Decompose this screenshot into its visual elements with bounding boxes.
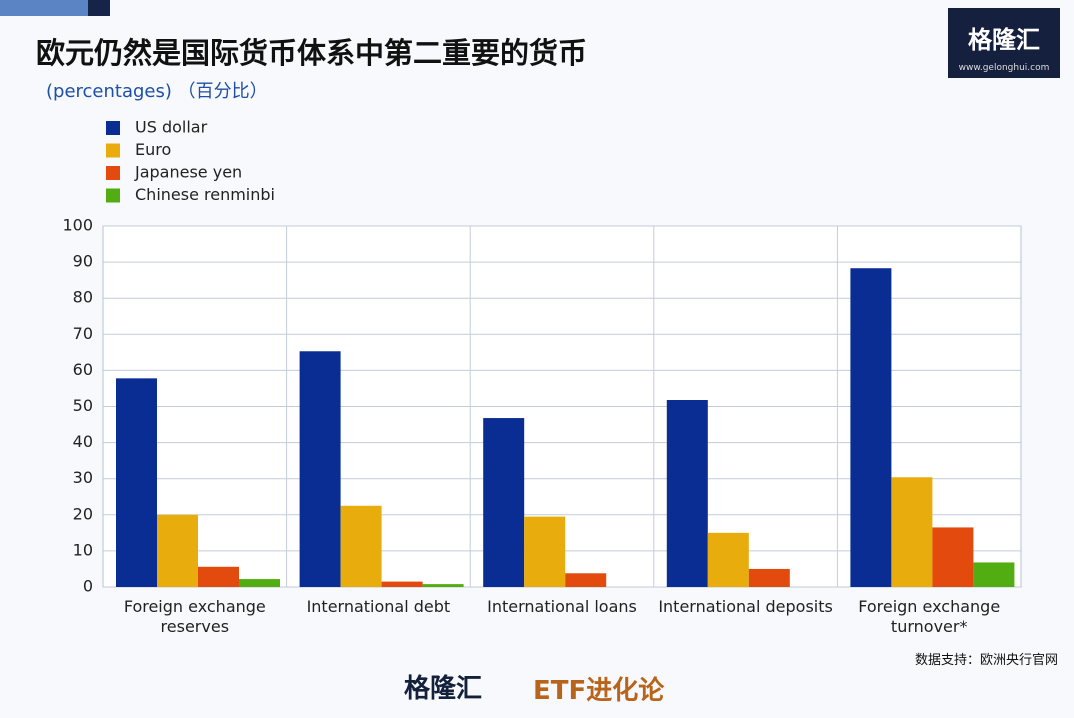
legend-swatch [106, 188, 120, 203]
bar [157, 514, 198, 587]
logo-name: 格隆汇 [968, 26, 1040, 54]
legend-swatch [106, 121, 120, 135]
bar [299, 351, 341, 587]
y-tick-label: 70 [73, 324, 93, 343]
logo-url: www.gelonghui.com [958, 63, 1050, 73]
legend-label: Euro [135, 140, 171, 159]
x-tick-label: Foreign exchange reserves [123, 597, 266, 636]
bar [239, 579, 280, 587]
y-tick-label: 90 [73, 252, 93, 271]
logo: 格隆汇 www.gelonghui.com [948, 8, 1060, 78]
x-tick-label: International loans [487, 597, 637, 616]
legend-label: US dollar [135, 118, 208, 137]
bar [198, 566, 239, 587]
bar [565, 573, 607, 587]
footer-brand: 格隆汇 [404, 674, 483, 704]
bar [932, 527, 974, 587]
x-tick-label: Foreign exchange turnover* [858, 597, 1001, 636]
bar [973, 562, 1015, 587]
corner-bar [0, 0, 88, 16]
y-tick-label: 30 [73, 468, 93, 487]
bar [116, 378, 157, 587]
bar [666, 400, 708, 587]
source: 数据支持：欧洲央行官网 [914, 653, 1058, 668]
x-tick-label: International debt [306, 597, 451, 616]
footer-column: ETF进化论 [533, 676, 665, 706]
subtitle: (percentages) （百分比） [46, 81, 268, 102]
y-tick-label: 100 [62, 216, 93, 235]
y-tick-label: 60 [73, 360, 93, 379]
bar [340, 505, 382, 587]
y-tick-label: 40 [73, 432, 93, 451]
bar [422, 584, 464, 587]
x-tick-label: International deposits [658, 597, 833, 616]
bar [524, 516, 566, 587]
legend-swatch [106, 143, 120, 158]
y-tick-label: 20 [73, 504, 93, 523]
chart-title: 欧元仍然是国际货币体系中第二重要的货币 [36, 36, 588, 70]
y-tick-label: 50 [73, 396, 93, 415]
bar [891, 477, 933, 587]
y-tick-label: 0 [83, 577, 93, 596]
bar [850, 268, 892, 587]
bar [748, 568, 790, 587]
bar [483, 418, 525, 587]
bar [707, 532, 749, 587]
legend-label: Chinese renminbi [135, 185, 275, 204]
corner-bar [88, 0, 110, 16]
bar [381, 581, 423, 587]
y-tick-label: 80 [73, 288, 93, 307]
legend-label: Japanese yen [134, 163, 242, 182]
y-tick-label: 10 [73, 540, 93, 559]
legend-swatch [106, 166, 120, 180]
